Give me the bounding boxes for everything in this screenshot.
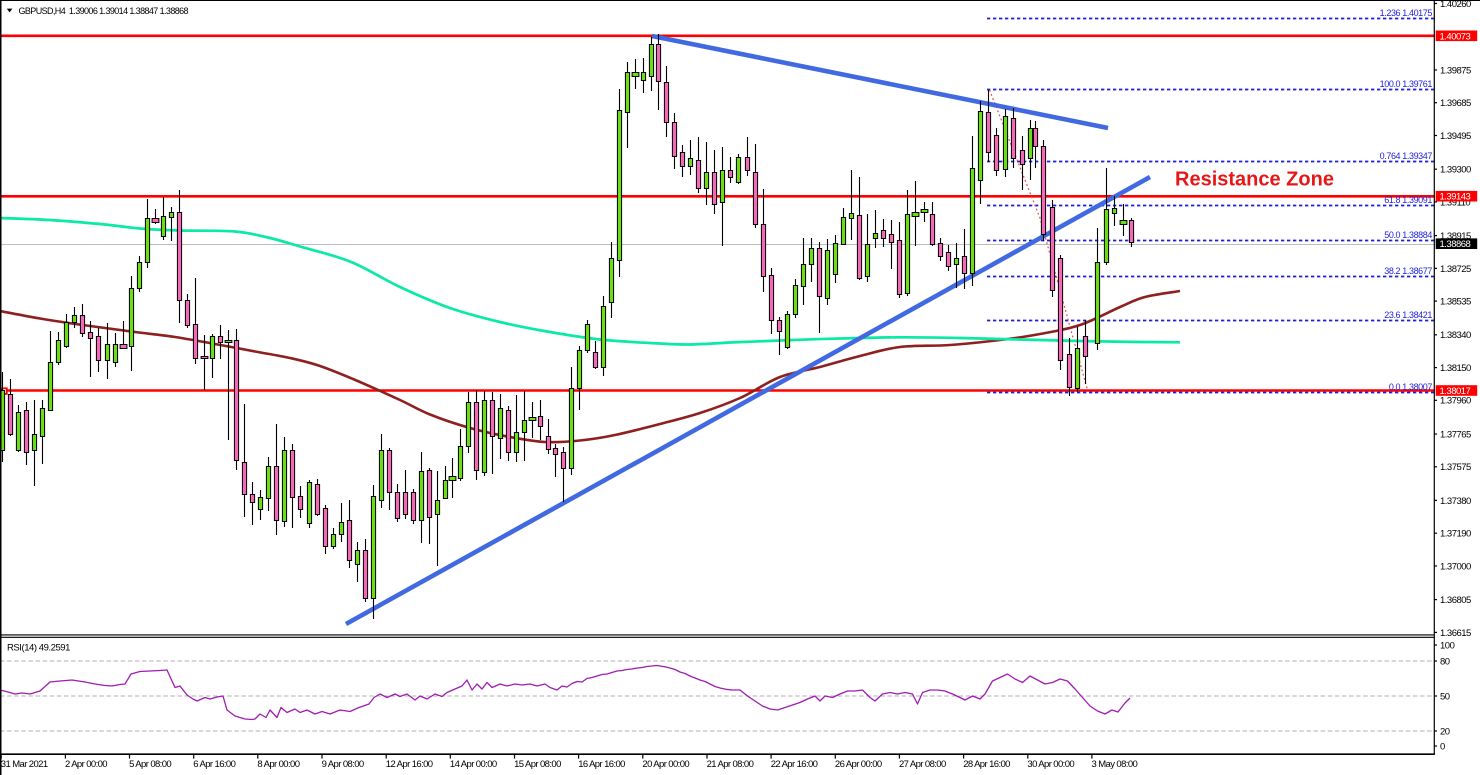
svg-text:61.8 1.39091: 61.8 1.39091 [1384, 195, 1432, 205]
svg-text:0: 0 [1440, 741, 1445, 752]
svg-text:1.37190: 1.37190 [1440, 529, 1471, 540]
svg-text:20 Apr 00:00: 20 Apr 00:00 [642, 759, 689, 770]
svg-text:1.38915: 1.38915 [1440, 231, 1471, 242]
svg-text:8 Apr 00:00: 8 Apr 00:00 [257, 759, 299, 770]
svg-text:1.37380: 1.37380 [1440, 496, 1471, 507]
svg-text:27 Apr 08:00: 27 Apr 08:00 [899, 759, 946, 770]
svg-text:2 Apr 00:00: 2 Apr 00:00 [65, 759, 107, 770]
svg-text:9 Apr 08:00: 9 Apr 08:00 [322, 759, 364, 770]
svg-text:28 Apr 16:00: 28 Apr 16:00 [963, 759, 1010, 770]
svg-text:15 Apr 08:00: 15 Apr 08:00 [514, 759, 561, 770]
svg-text:14 Apr 00:00: 14 Apr 00:00 [450, 759, 497, 770]
svg-text:6 Apr 16:00: 6 Apr 16:00 [193, 759, 235, 770]
svg-text:20: 20 [1440, 726, 1450, 737]
svg-text:1.38017: 1.38017 [1440, 386, 1471, 397]
svg-text:1.39143: 1.39143 [1440, 192, 1471, 203]
svg-text:1.36615: 1.36615 [1440, 628, 1471, 639]
svg-text:50: 50 [1440, 691, 1450, 702]
svg-text:100.0 1.39761: 100.0 1.39761 [1380, 79, 1433, 89]
svg-text:1.38340: 1.38340 [1440, 330, 1471, 341]
svg-text:1.38535: 1.38535 [1440, 297, 1471, 308]
svg-text:1.36805: 1.36805 [1440, 595, 1471, 606]
svg-text:1.40260: 1.40260 [1440, 0, 1471, 10]
svg-text:50.0 1.38884: 50.0 1.38884 [1384, 230, 1432, 240]
svg-text:12 Apr 16:00: 12 Apr 16:00 [386, 759, 433, 770]
svg-text:Resistance Zone: Resistance Zone [1175, 169, 1334, 191]
svg-text:1.39685: 1.39685 [1440, 98, 1471, 109]
svg-text:0.0 1.38007: 0.0 1.38007 [1389, 382, 1433, 392]
svg-text:100: 100 [1440, 640, 1455, 651]
svg-text:23.6 1.38421: 23.6 1.38421 [1384, 310, 1432, 320]
svg-text:21 Apr 08:00: 21 Apr 08:00 [707, 759, 754, 770]
svg-text:1.38725: 1.38725 [1440, 264, 1471, 275]
svg-text:0.764 1.39347: 0.764 1.39347 [1380, 151, 1433, 161]
svg-text:3 May 08:00: 3 May 08:00 [1092, 759, 1138, 770]
svg-text:1.37000: 1.37000 [1440, 561, 1471, 572]
svg-text:1.37765: 1.37765 [1440, 429, 1471, 440]
svg-text:38.2 1.38677: 38.2 1.38677 [1384, 266, 1432, 276]
svg-text:22 Apr 16:00: 22 Apr 16:00 [771, 759, 818, 770]
svg-text:1.37575: 1.37575 [1440, 462, 1471, 473]
svg-text:30 Apr 00:00: 30 Apr 00:00 [1027, 759, 1074, 770]
svg-text:1.40073: 1.40073 [1440, 31, 1471, 42]
svg-text:GBPUSD,H4 1.39006 1.39014 1.3: GBPUSD,H4 1.39006 1.39014 1.38847 1.3886… [19, 6, 189, 16]
svg-text:1.38868: 1.38868 [1440, 239, 1471, 250]
svg-text:RSI(14) 49.2591: RSI(14) 49.2591 [7, 643, 70, 654]
svg-text:1.236 1.40175: 1.236 1.40175 [1380, 8, 1433, 18]
svg-text:1.39875: 1.39875 [1440, 65, 1471, 76]
svg-text:1.39300: 1.39300 [1440, 165, 1471, 176]
svg-text:1.39495: 1.39495 [1440, 131, 1471, 142]
svg-text:16 Apr 16:00: 16 Apr 16:00 [578, 759, 625, 770]
svg-text:26 Apr 00:00: 26 Apr 00:00 [835, 759, 882, 770]
svg-text:31 Mar 2021: 31 Mar 2021 [1, 759, 48, 770]
svg-text:1.37960: 1.37960 [1440, 396, 1471, 407]
svg-text:1.39110: 1.39110 [1440, 197, 1470, 208]
svg-text:1.38150: 1.38150 [1440, 363, 1471, 374]
svg-text:5 Apr 08:00: 5 Apr 08:00 [129, 759, 171, 770]
svg-text:80: 80 [1440, 656, 1450, 667]
